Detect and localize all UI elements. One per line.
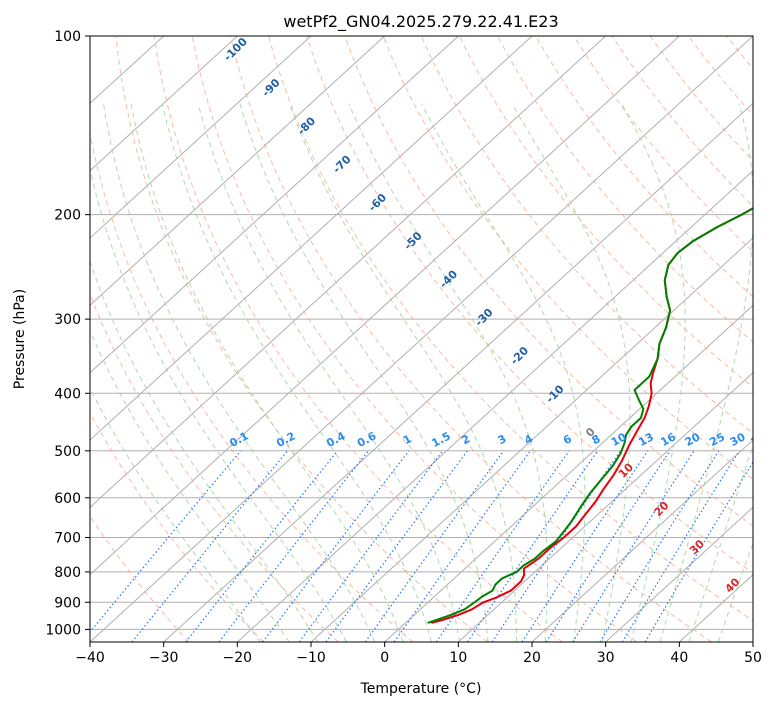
moist-adiabat [288,103,517,642]
moist-adiabat [621,103,686,642]
isotherm [163,102,753,642]
y-tick-label: 500 [54,444,81,460]
dry-adiabat [191,36,638,642]
mixing-ratio-line [262,450,410,642]
mixing-ratio-line [131,450,289,642]
mixing-ratio-line [644,461,753,642]
moist-adiabat [90,386,261,642]
chart-title: wetPf2_GN04.2025.279.22.41.E23 [283,12,558,32]
mixing-ratio-line [298,450,444,642]
x-tick-label: 20 [523,650,541,666]
x-tick-label: 30 [597,650,615,666]
axis-layer: −40 −30 −20 −10 0 10 20 30 40 50 100 200 300 400 500 60… [45,29,762,666]
moist-adiabat [688,443,753,642]
y-tick-label: 300 [54,312,81,328]
x-tick-label: −20 [223,650,253,666]
dry-adiabat [90,411,264,642]
isotherm [384,304,753,642]
dry-adiabat [90,293,339,642]
y-tick-label: 600 [54,491,81,507]
mixing-ratio-label: 20 [683,430,703,449]
y-tick-label: 900 [54,595,81,611]
plot-frame [89,35,754,643]
x-tick-label: −40 [75,650,105,666]
dry-adiabat [306,36,753,574]
mixing-ratio-line [572,450,695,642]
mixing-ratio-line [545,450,671,642]
moist-adiabat [161,103,432,642]
dry-adiabat [90,515,190,642]
isotherm [236,169,753,642]
mixing-ratio-line [435,450,570,642]
isotherm [457,371,753,642]
y-tick-label: 800 [54,565,81,581]
dry-adiabat [229,36,712,642]
dry-adiabat [153,36,563,642]
mixing-ratio-line [467,450,599,642]
mixing-ratio-line [393,450,531,642]
mixing-ratio-line [90,450,242,633]
mixing-ratio-label: 25 [707,430,727,449]
isotherm [605,506,753,642]
moist-adiabat [421,103,586,642]
moist-adiabat [90,259,319,642]
mixing-ratio-label: 13 [636,430,656,449]
y-tick-label: 700 [54,531,81,547]
y-tick-label: 100 [54,29,81,45]
dry-adiabat [458,36,753,389]
y-tick-label: 400 [54,386,81,402]
moist-adiabat [90,166,347,642]
isotherm [90,36,607,509]
mixing-ratio-line [185,450,339,642]
mixing-ratio-label: 16 [658,430,678,449]
x-axis-label: Temperature (°C) [360,681,482,697]
x-tick-label: 0 [380,650,389,666]
isotherm [90,36,238,172]
mixing-ratio-label: 36 [749,430,769,449]
dry-adiabat [344,36,753,527]
moist-adiabat [348,103,549,642]
isotherm [531,439,753,642]
mixing-ratio-label: 10 [609,430,629,449]
dewpoint-profile [427,207,753,624]
series-layer [427,207,753,624]
y-axis-label: Pressure (hPa) [12,289,28,389]
mixing-ratio-line [491,450,621,642]
isotherm [310,237,753,642]
isotherm [90,36,459,374]
grid-layer [90,36,753,642]
dry-adiabat [90,130,414,642]
isotherm [90,36,386,307]
x-tick-label: 50 [744,650,762,666]
x-tick-label: 40 [670,650,688,666]
isotherm [90,36,680,576]
mixing-ratio-line [325,450,469,642]
isotherm [90,36,753,642]
y-tick-label: 200 [54,208,81,224]
mixing-ratio-line [521,450,649,642]
x-tick-label: −10 [296,650,326,666]
x-tick-label: −30 [149,650,179,666]
x-tick-label: 10 [449,650,467,666]
mixing-ratio-label: 30 [728,430,748,449]
dry-adiabat [115,36,488,642]
isotherm [90,36,533,441]
y-tick-label: 1000 [45,622,81,638]
moist-adiabat [103,103,376,642]
mixing-ratio-line [621,450,740,642]
mixing-ratio-line [364,450,505,642]
moist-adiabat [90,329,290,642]
isotherm [90,36,312,239]
dry-adiabat [268,36,753,622]
dry-adiabat [497,36,753,343]
moist-adiabat [659,103,753,642]
